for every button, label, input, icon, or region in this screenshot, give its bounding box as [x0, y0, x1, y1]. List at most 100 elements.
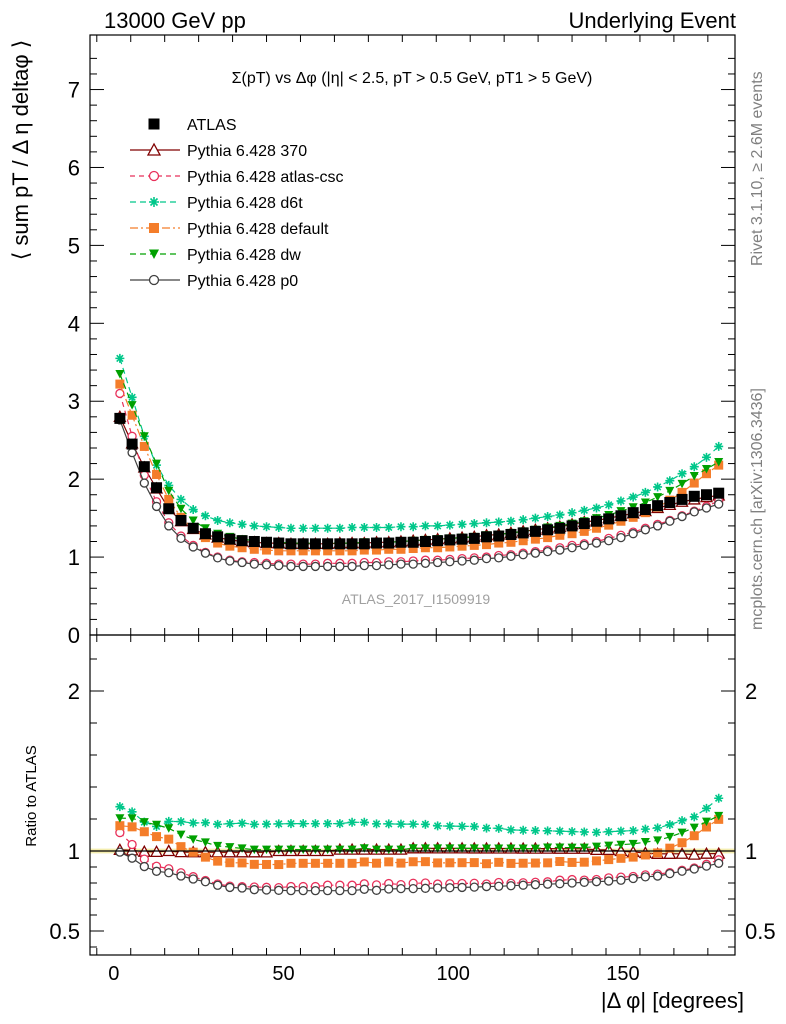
ratio-point	[408, 819, 418, 829]
ratio-point	[640, 838, 650, 847]
ratio-point	[420, 857, 430, 867]
x-tick-label: 0	[108, 963, 119, 985]
ratio-point	[249, 859, 259, 869]
data-point	[689, 478, 699, 488]
ratio-point	[591, 877, 602, 887]
ratio-point	[469, 844, 479, 853]
ratio-point	[591, 856, 601, 866]
ratio-point	[494, 823, 504, 833]
ratio-point	[286, 819, 296, 829]
data-point	[542, 524, 554, 536]
rivet-label: Rivet 3.1.10, ≥ 2.6M events	[749, 71, 766, 266]
data-point	[176, 504, 186, 514]
data-point	[164, 521, 174, 531]
data-point	[127, 410, 137, 420]
data-point	[530, 534, 540, 544]
data-point	[419, 535, 431, 547]
ratio-point	[494, 881, 504, 891]
ratio-point	[445, 883, 455, 893]
data-point	[445, 557, 455, 567]
ratio-point	[371, 885, 382, 895]
series-line	[119, 358, 720, 529]
ratio-point	[457, 844, 467, 853]
ratio-y-tick-label-right: 0.5	[745, 919, 776, 944]
ratio-point	[506, 881, 516, 891]
ratio-point	[115, 847, 125, 857]
data-point	[262, 545, 272, 555]
x-tick-label: 150	[606, 963, 639, 985]
ratio-point	[616, 826, 626, 836]
data-point	[578, 518, 590, 530]
data-point	[652, 521, 663, 531]
ratio-point	[127, 853, 137, 863]
y-tick-label: 3	[68, 389, 80, 414]
ratio-y-tick-label: 2	[68, 679, 80, 704]
ratio-point	[323, 819, 333, 829]
data-point	[590, 515, 602, 527]
data-point	[640, 525, 651, 535]
data-point	[677, 479, 687, 489]
ratio-point	[616, 875, 626, 885]
data-point	[604, 520, 614, 530]
data-point	[469, 555, 479, 565]
data-point	[213, 538, 223, 548]
ratio-point	[579, 827, 589, 837]
data-point	[237, 519, 247, 529]
ratio-point	[335, 858, 345, 868]
data-point	[408, 544, 418, 554]
ratio-point	[384, 884, 394, 894]
ratio-y-tick-label-right: 2	[745, 679, 757, 704]
ratio-point	[115, 814, 125, 823]
ratio-point	[591, 842, 601, 852]
ratio-point	[225, 843, 235, 852]
ratio-point	[384, 845, 394, 855]
data-point	[579, 540, 589, 551]
series-atlas	[114, 412, 725, 550]
series-line	[119, 416, 719, 545]
data-point	[127, 392, 137, 402]
ratio-point	[420, 883, 431, 893]
data-point	[444, 534, 456, 546]
ratio-series-pythia-6-428-d6t	[115, 793, 724, 837]
ratio-series-pythia-6-428-default	[115, 814, 724, 870]
ratio-point	[323, 845, 333, 855]
data-point	[383, 537, 395, 549]
data-point	[652, 500, 664, 512]
data-point	[493, 530, 505, 542]
data-point	[628, 492, 638, 502]
ratio-point	[653, 848, 663, 858]
ratio-point	[310, 858, 320, 868]
ratio-point	[274, 845, 284, 855]
ratio-point	[714, 858, 724, 868]
ratio-point	[689, 823, 699, 833]
ratio-point	[555, 843, 565, 852]
data-point	[249, 521, 259, 531]
data-point	[567, 529, 577, 539]
ratio-point	[323, 858, 333, 868]
ratio-y-axis-label: Ratio to ATLAS	[23, 745, 40, 846]
y-tick-label: 4	[68, 311, 80, 336]
data-point	[115, 353, 125, 363]
data-point	[188, 516, 198, 525]
data-point	[199, 528, 211, 540]
ratio-point	[176, 817, 186, 827]
ratio-point	[200, 877, 211, 887]
data-point	[236, 535, 248, 547]
ratio-point	[164, 824, 174, 833]
legend-marker	[148, 118, 160, 130]
data-point	[164, 494, 174, 504]
ratio-point	[176, 830, 186, 840]
data-point	[346, 538, 358, 550]
data-point	[457, 519, 467, 529]
ratio-point	[714, 793, 724, 803]
header-right: Underlying Event	[568, 8, 736, 33]
ratio-point	[249, 885, 259, 895]
ratio-point	[604, 876, 614, 886]
data-point	[274, 546, 284, 556]
ratio-point	[714, 811, 724, 821]
ratio-point	[372, 845, 382, 855]
ratio-point	[482, 823, 492, 833]
legend-item-pythia-6-428-atlas-csc: Pythia 6.428 atlas-csc	[130, 169, 344, 186]
data-point	[616, 532, 626, 543]
